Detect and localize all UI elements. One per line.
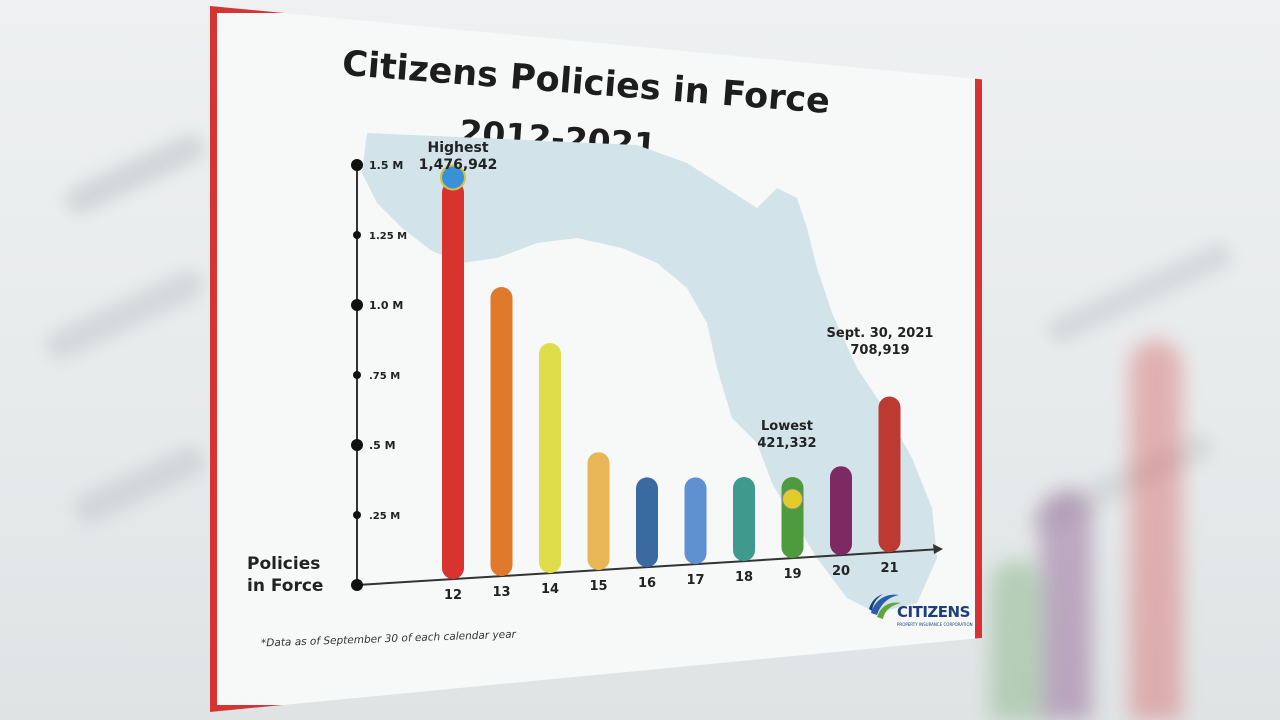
x-tick-label: 21 [880, 561, 898, 576]
y-tick-label: 1.5 M [369, 159, 403, 172]
x-tick-label: 17 [686, 573, 704, 588]
background-bar [1040, 490, 1092, 720]
annotation-highest-label: Highest [427, 140, 489, 156]
x-tick-label: 15 [589, 579, 607, 594]
annotation-lowest-label: Lowest [761, 419, 813, 434]
annotation-latest-value: 708,919 [850, 343, 910, 358]
y-tick-dot [351, 299, 363, 311]
background-bar [1130, 340, 1182, 720]
y-tick-dot [353, 371, 361, 379]
x-tick-label: 18 [735, 570, 753, 585]
citizens-logo-tagline: PROPERTY INSURANCE CORPORATION [897, 622, 973, 627]
x-tick-label: 19 [783, 567, 801, 582]
bar-14 [539, 343, 561, 574]
background-bar [990, 560, 1042, 720]
bar-15 [587, 452, 610, 571]
annotation-latest: Sept. 30, 2021 708,919 [825, 325, 935, 359]
x-tick-label: 12 [444, 588, 462, 603]
y-tick-dot [351, 439, 363, 451]
y-axis-title: Policies in Force [247, 554, 324, 596]
y-tick-label: 1.0 M [369, 299, 403, 312]
annotation-lowest: Lowest 421,332 [747, 418, 827, 452]
citizens-logo: CITIZENS PROPERTY INSURANCE CORPORATION [867, 589, 973, 629]
chart: 1.5 M 1.25 M 1.0 M .75 M .5 M .25 M 12 13 14 15 16… [351, 133, 943, 613]
annotation-latest-label: Sept. 30, 2021 [826, 326, 934, 341]
background-streak [70, 441, 210, 529]
y-tick-label: .75 M [369, 371, 400, 382]
x-tick-label: 16 [638, 576, 656, 591]
x-axis-arrow [933, 544, 943, 554]
axis-origin-dot [351, 579, 363, 591]
chart-board: Citizens Policies in Force 2012-2021 1.5… [210, 6, 982, 712]
citizens-logo-name: CITIZENS [897, 603, 970, 621]
bar-18 [733, 477, 755, 562]
y-tick-label: .25 M [369, 511, 400, 522]
bar-13 [490, 287, 513, 577]
background-streak [61, 129, 209, 219]
bar-17 [684, 477, 707, 565]
x-tick-label: 20 [832, 564, 850, 579]
x-tick-label: 14 [541, 582, 559, 597]
y-tick-label: 1.25 M [369, 231, 407, 242]
annotation-lowest-value: 421,332 [757, 436, 817, 451]
y-tick-dot [351, 159, 363, 171]
y-tick-dot [353, 231, 361, 239]
lowest-marker [782, 488, 803, 510]
citizens-logo-icon [869, 594, 901, 619]
y-tick-dot [353, 511, 361, 519]
bar-20 [830, 466, 852, 556]
background-streak [1043, 238, 1237, 348]
y-tick-label: .5 M [369, 439, 396, 452]
x-tick-label: 13 [492, 585, 510, 600]
bar-16 [636, 477, 658, 568]
bar-21 [878, 396, 901, 553]
background-streak [41, 265, 209, 365]
bar-12 [442, 181, 464, 580]
annotation-highest: Highest 1,476,942 [413, 140, 503, 174]
highest-marker [440, 164, 466, 191]
annotation-highest-value: 1,476,942 [418, 157, 498, 173]
